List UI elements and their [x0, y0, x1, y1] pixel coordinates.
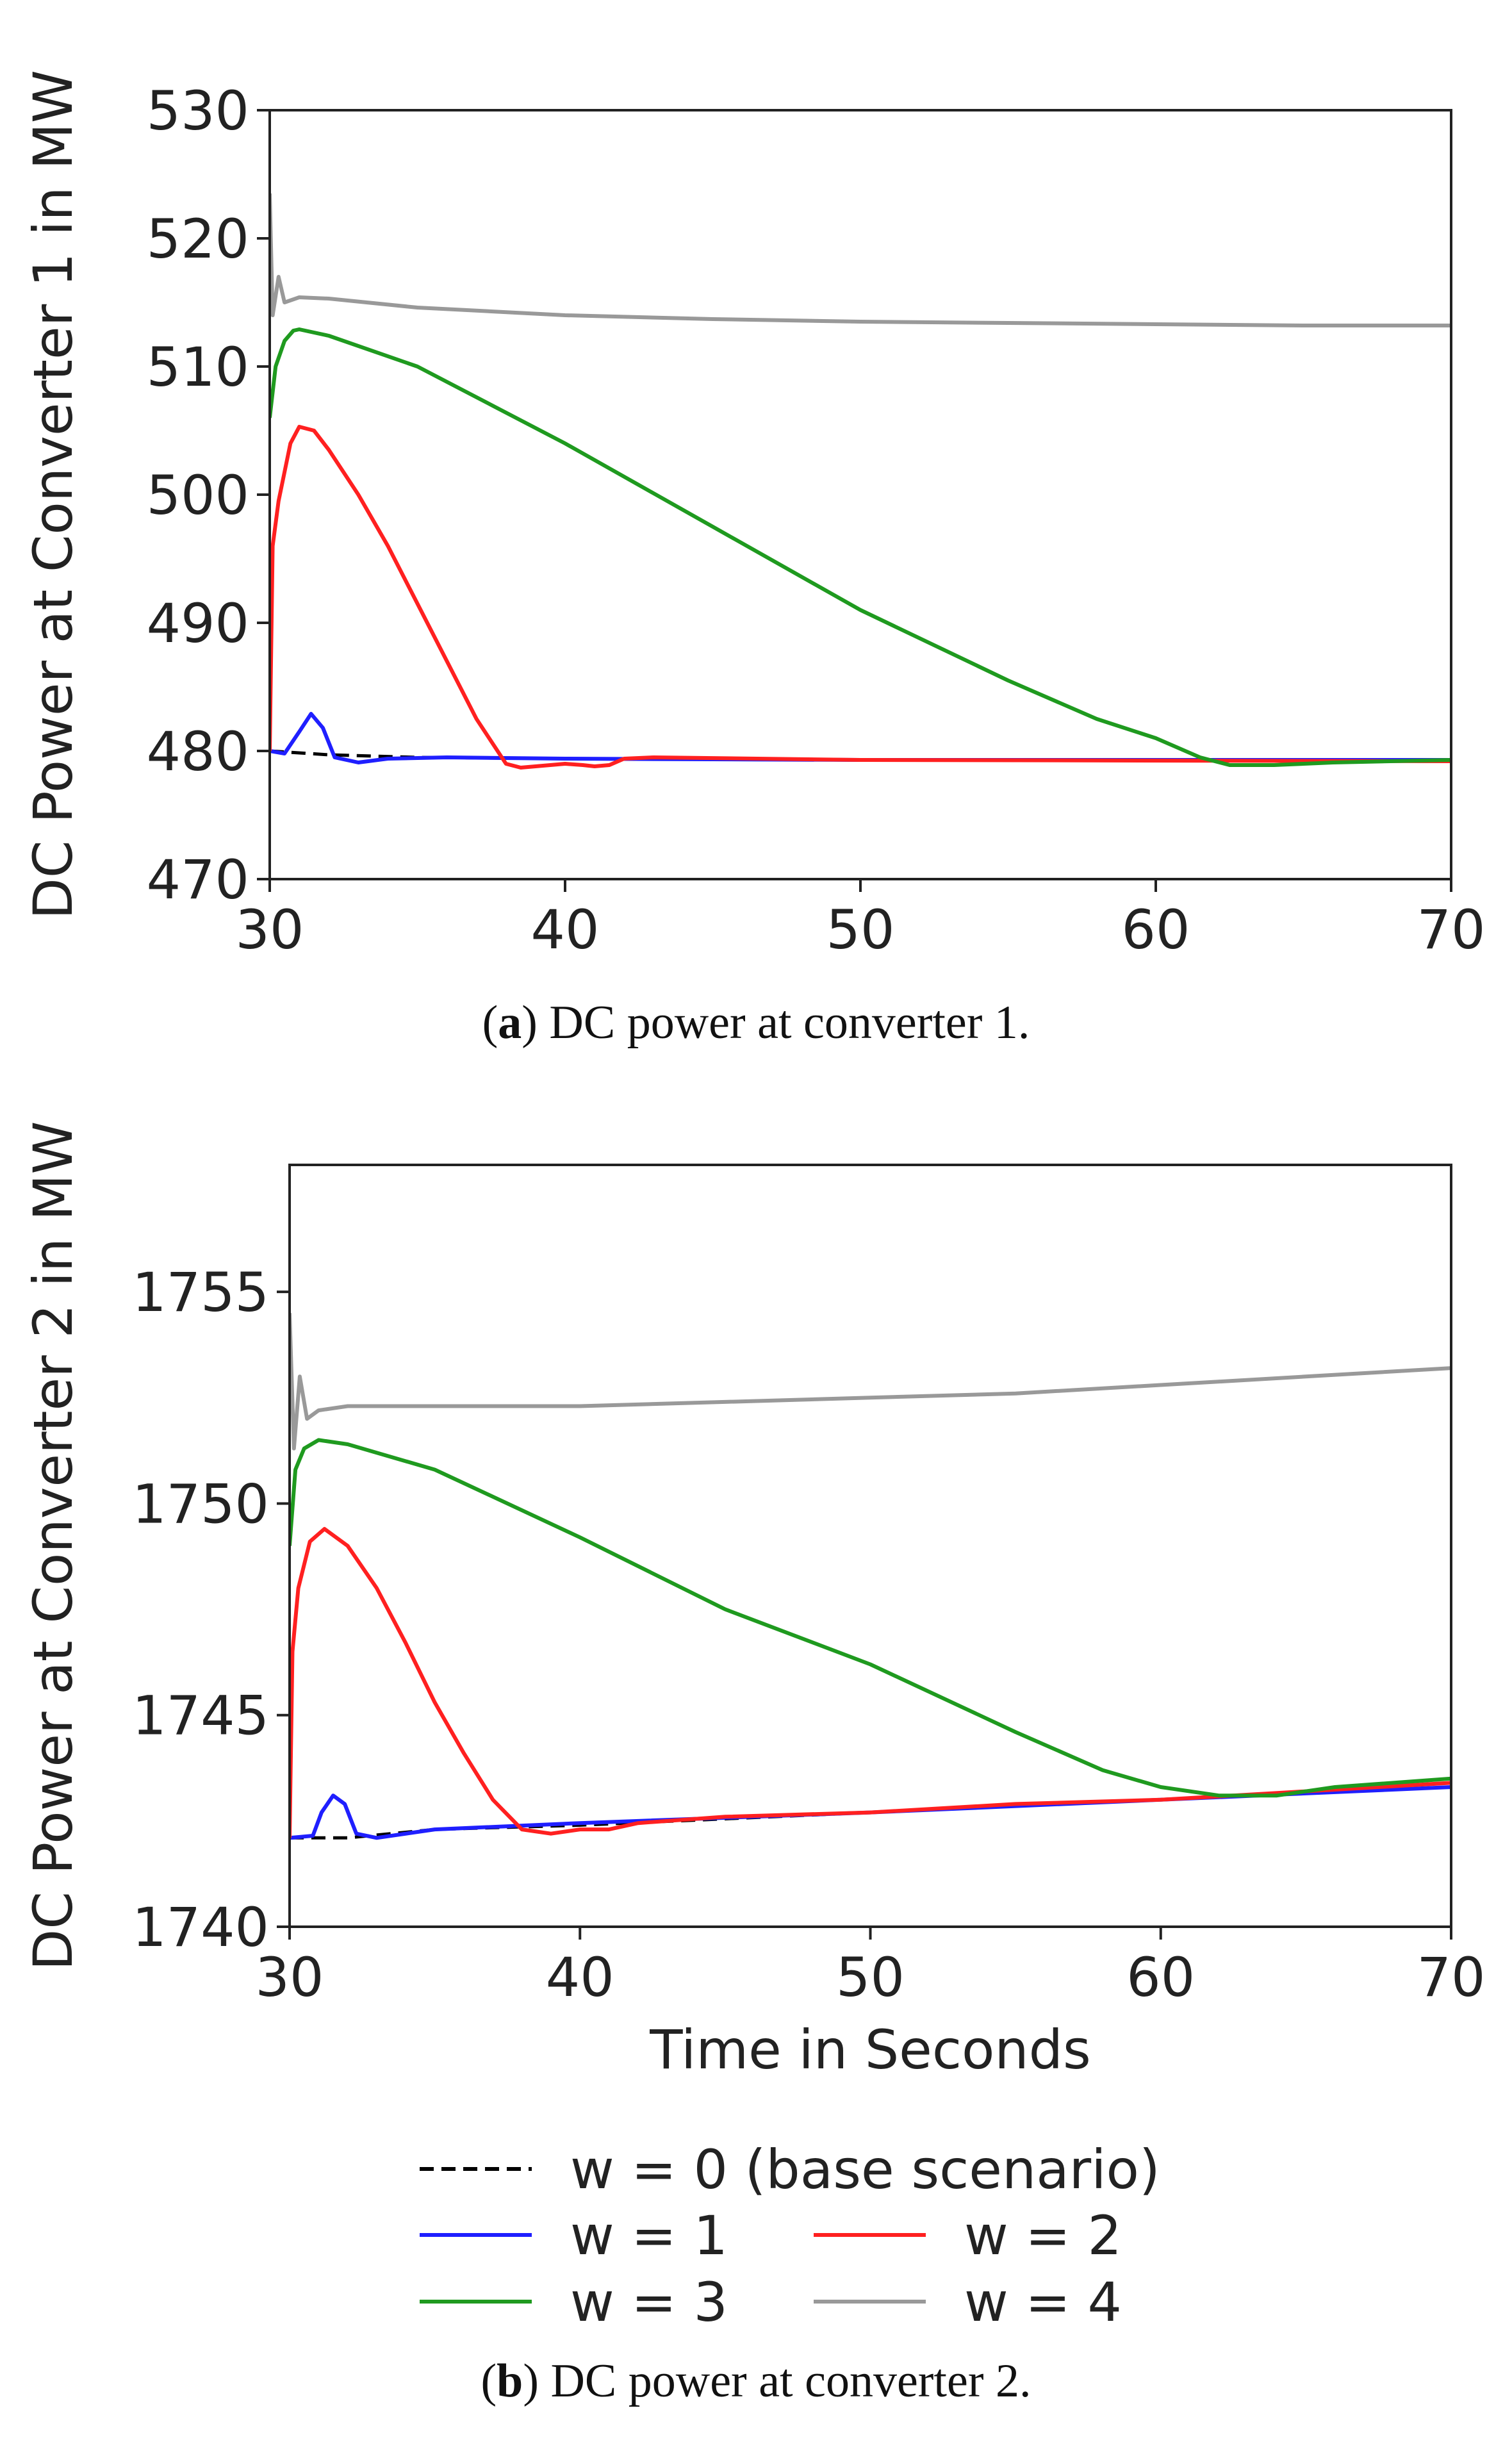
- y-axis-label: DC Power at Converter 2 in MW: [22, 1121, 85, 1971]
- caption-a: (a) DC power at converter 1.: [482, 996, 1030, 1049]
- x-tick-label: 70: [1417, 898, 1486, 961]
- x-tick-label: 60: [1122, 898, 1190, 961]
- y-tick-label: 470: [147, 848, 249, 911]
- legend-label-w-0-base-scenario: w = 0 (base scenario): [570, 2138, 1160, 2201]
- y-tick-label: 1740: [132, 1896, 269, 1959]
- y-axis-label: DC Power at Converter 1 in MW: [22, 70, 85, 919]
- x-tick-label: 40: [546, 1946, 614, 2009]
- y-tick-label: 490: [147, 592, 249, 655]
- y-tick-label: 1745: [132, 1685, 269, 1747]
- y-tick-label: 1750: [132, 1472, 269, 1535]
- y-tick-label: 1755: [132, 1261, 269, 1324]
- series-line-w-2: [270, 425, 1451, 770]
- legend-label-w-3: w = 3: [570, 2271, 728, 2334]
- caption-label: a: [498, 996, 522, 1049]
- series-line-w-4: [270, 193, 1451, 327]
- series-line-w-3: [270, 327, 1451, 767]
- series-line-w-2: [290, 1527, 1451, 1838]
- x-tick-label: 40: [531, 898, 600, 961]
- chart-b: 30 40 50 60 70 1740 1745 1750 1755 DC Power at Co…: [22, 1121, 1485, 2407]
- caption-text: DC power at converter 1.: [549, 996, 1030, 1049]
- caption-label: b: [497, 2355, 523, 2407]
- x-tick-label: 50: [836, 1946, 905, 2009]
- y-tick-label: 520: [147, 208, 249, 270]
- x-tick-label: 30: [236, 898, 304, 961]
- legend: w = 0 (base scenario)w = 1 w = 2 w = 3 w = …: [420, 2138, 1160, 2334]
- legend-label-w-2: w = 2: [964, 2204, 1122, 2267]
- series-line-w-1: [270, 712, 1451, 764]
- x-tick-label: 60: [1126, 1946, 1195, 2009]
- x-tick-label: 30: [256, 1946, 324, 2009]
- y-tick-label: 480: [147, 720, 249, 783]
- series-line-w-4: [290, 1313, 1451, 1451]
- caption-b: (b) DC power at converter 2.: [481, 2355, 1031, 2407]
- y-tick-label: 500: [147, 464, 249, 527]
- caption-text: DC power at converter 2.: [550, 2355, 1031, 2407]
- x-tick-label: 70: [1417, 1946, 1486, 2009]
- chart-a: 30 40 50 60 70 470 480 490 500 510 520 530 DC Power …: [22, 70, 1485, 1049]
- legend-label-w-1: w = 1: [570, 2204, 728, 2267]
- y-tick-label: 530: [147, 79, 249, 142]
- legend-label-w-4: w = 4: [964, 2271, 1122, 2334]
- series-line-w-3: [290, 1438, 1451, 1798]
- y-tick-label: 510: [147, 336, 249, 399]
- x-axis-label: Time in Seconds: [649, 2018, 1090, 2081]
- x-tick-label: 50: [826, 898, 895, 961]
